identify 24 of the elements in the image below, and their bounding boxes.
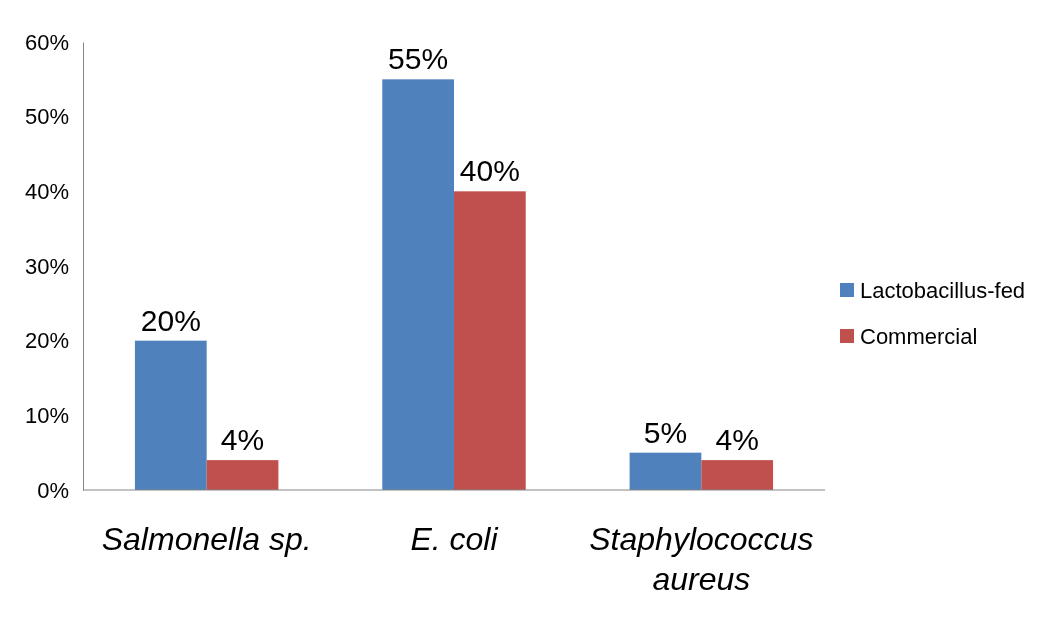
y-tick-label: 0% bbox=[37, 477, 69, 503]
bar bbox=[454, 191, 526, 490]
x-tick-label: Staphylococcus aureus bbox=[589, 521, 814, 597]
bar bbox=[701, 460, 774, 490]
bar bbox=[629, 452, 702, 490]
y-tick-label: 50% bbox=[24, 104, 69, 130]
y-tick-label: 60% bbox=[24, 29, 69, 55]
y-tick-label: 20% bbox=[24, 328, 69, 354]
y-tick-label: 40% bbox=[24, 178, 69, 204]
data-label: 4% bbox=[715, 423, 759, 457]
y-tick-label: 30% bbox=[24, 253, 69, 279]
bar bbox=[206, 460, 279, 490]
data-label: 20% bbox=[140, 303, 201, 337]
data-label: 55% bbox=[388, 42, 449, 76]
legend-label: Commercial bbox=[860, 323, 978, 349]
data-label: 5% bbox=[643, 415, 688, 449]
data-label: 40% bbox=[459, 154, 520, 188]
x-tick-label: E. coli bbox=[410, 521, 499, 557]
legend-label: Lactobacillus-fed bbox=[860, 277, 1026, 303]
data-label: 4% bbox=[220, 423, 265, 457]
y-tick-label: 10% bbox=[24, 402, 69, 428]
x-tick-label: Salmonella sp. bbox=[101, 521, 312, 557]
bar bbox=[382, 79, 454, 490]
bar bbox=[134, 340, 207, 490]
